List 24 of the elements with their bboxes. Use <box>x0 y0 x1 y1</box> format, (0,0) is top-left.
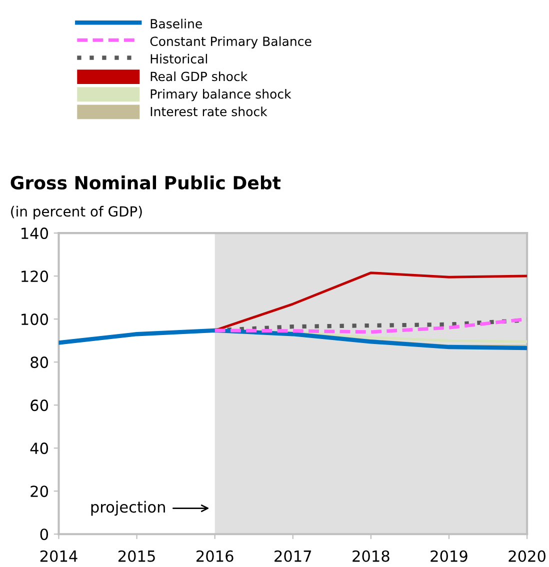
y-tick-label: 40 <box>30 442 48 454</box>
x-tick-label: 2015 <box>118 550 155 562</box>
y-tick-label: 0 <box>40 528 48 540</box>
y-tick-label: 140 <box>22 228 48 240</box>
x-tick-label: 2016 <box>196 550 234 562</box>
y-tick-label: 120 <box>22 270 48 282</box>
legend-label: Historical <box>150 54 208 64</box>
x-tick-label: 2014 <box>40 550 78 562</box>
legend-label: Constant Primary Balance <box>150 36 312 48</box>
y-tick-label: 20 <box>30 486 48 498</box>
legend-label: Real GDP shock <box>150 71 248 82</box>
x-tick-label: 2017 <box>274 550 312 562</box>
x-tick-label: 2019 <box>430 550 468 562</box>
x-tick-label: 2020 <box>508 550 546 562</box>
y-tick-label: 60 <box>30 400 48 412</box>
annotation: projection <box>91 500 165 516</box>
x-tick-label: 2018 <box>352 550 390 562</box>
chart-subtitle: (in percent of GDP) <box>11 206 142 220</box>
legend-label: Primary balance shock <box>150 89 292 102</box>
y-tick-label: 100 <box>22 314 48 326</box>
chart-title: Gross Nominal Public Debt <box>10 176 281 190</box>
legend-label: Interest rate shock <box>150 106 268 116</box>
legend-label: Baseline <box>150 18 202 28</box>
y-tick-label: 80 <box>30 356 48 368</box>
